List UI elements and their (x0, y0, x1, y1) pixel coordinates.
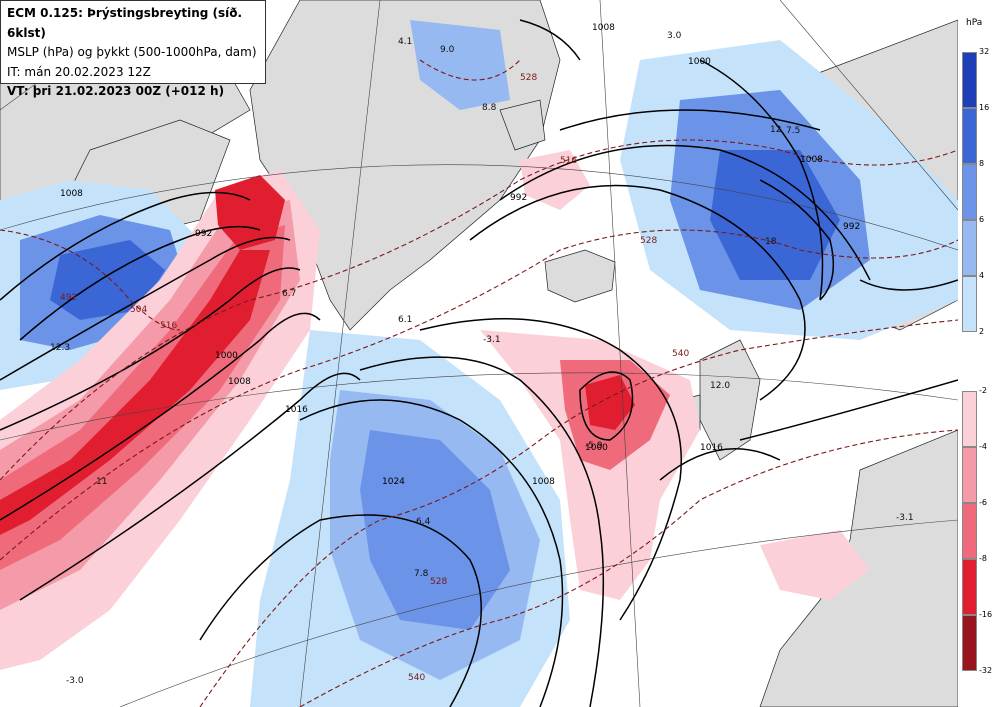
thickness-label: 540 (408, 673, 425, 683)
isobar-label: 992 (195, 229, 212, 239)
fall-south-iceland-core (585, 375, 635, 430)
tendency-label: -3.1 (896, 513, 914, 523)
pressure-fall-areas (0, 150, 870, 670)
title-box: ECM 0.125: Þrýstingsbreyting (síð. 6klst… (0, 0, 266, 98)
legend-unit: hPa (966, 18, 983, 28)
thickness-label: 492 (60, 293, 77, 303)
svalbard (499, 99, 546, 151)
legend-tick-rise: 2 (979, 327, 985, 336)
tendency-label: -3.1 (483, 335, 501, 345)
legend-tick-fall: -32 (979, 666, 993, 675)
isobar-label: 1008 (228, 377, 251, 387)
fall-svalbard (520, 150, 590, 210)
tendency-label: 7.5 (786, 126, 800, 136)
legend-tick-rise: 6 (979, 215, 985, 224)
legend-swatch-rise (962, 220, 977, 276)
tendency-labels: 4.1 9.0 8.8 12.3 6.7 6.1 -3.1 3.0 12 7.5 18 -5.9 6.4… (50, 31, 914, 686)
legend-tick-fall: -16 (979, 610, 993, 619)
tendency-label: 11 (96, 477, 107, 487)
legend-swatch-rise (962, 276, 977, 332)
tendency-label: -3.0 (66, 676, 84, 686)
tendency-label: 18 (765, 237, 777, 247)
legend-swatch-rise (962, 108, 977, 164)
legend-tick-rise: 32 (979, 47, 990, 56)
isobar-label: 1008 (592, 23, 615, 33)
tendency-label: 8.8 (482, 103, 497, 113)
tendency-label: 3.0 (667, 31, 682, 41)
tendency-label: 6.4 (416, 517, 431, 527)
thickness-label: 540 (672, 349, 689, 359)
legend-swatch-fall (962, 559, 977, 615)
isobar-label: 1008 (60, 189, 83, 199)
legend-tick-fall: -4 (979, 442, 987, 451)
legend-swatch-fall (962, 391, 977, 447)
legend-swatch-rise (962, 52, 977, 108)
rise-mid-atlantic-core (360, 430, 510, 630)
british-isles (699, 339, 761, 461)
thickness-label: 516 (560, 156, 577, 166)
iceland (544, 249, 616, 303)
isobar-label: 1008 (800, 155, 823, 165)
tendency-label: 4.1 (398, 37, 412, 47)
tendency-label: 12.3 (50, 343, 70, 353)
isobar-label: 992 (843, 222, 860, 232)
isobar-label: 1000 (688, 57, 711, 67)
thickness-label: 528 (640, 236, 657, 246)
legend-tick-fall: -8 (979, 554, 987, 563)
isobar-label: 1008 (532, 477, 555, 487)
isobar-labels: 1008 992 1000 1008 1016 1024 1008 1000 1008 992 10… (60, 23, 860, 487)
thickness-contours (0, 59, 958, 707)
tendency-label: 6.7 (282, 289, 296, 299)
tendency-label: 12.0 (710, 381, 730, 391)
thickness-label: 516 (160, 321, 177, 331)
fall-biscay (760, 530, 870, 600)
isobars (0, 19, 958, 707)
isobar-label: 1016 (700, 443, 723, 453)
tendency-label: -5.9 (585, 441, 603, 451)
tendency-label: 6.1 (398, 315, 412, 325)
legend-swatch-fall (962, 615, 977, 671)
legend-tick-rise: 16 (979, 103, 990, 112)
legend-tick-rise: 4 (979, 271, 985, 280)
isobar-label: 1024 (382, 477, 405, 487)
isobar-label: 1016 (285, 405, 308, 415)
color-legend: hPa 32 16 8 6 4 2 -2 -4 -6 -8 -16 -32 (958, 0, 1000, 707)
legend-tick-fall: -6 (979, 498, 987, 507)
rise-norway-core (710, 150, 840, 280)
title-line-3: IT: mán 20.02.2023 12Z (7, 64, 151, 79)
tendency-label: 12 (770, 125, 781, 135)
legend-tick-fall: -2 (979, 386, 987, 395)
isobar-label: 1000 (585, 443, 608, 453)
isobar-label: 1000 (215, 351, 238, 361)
pressure-rise-areas (0, 20, 958, 707)
title-line-2: MSLP (hPa) og þykkt (500-1000hPa, dam) (7, 45, 257, 59)
legend-tick-rise: 8 (979, 159, 985, 168)
isobar-label: 992 (510, 193, 527, 203)
thickness-label: 504 (130, 305, 147, 315)
thickness-label: 528 (430, 577, 447, 587)
title-line-4: VT: þri 21.02.2023 00Z (+012 h) (7, 84, 225, 98)
weather-map: 1008 992 1000 1008 1016 1024 1008 1000 1008 992 10… (0, 0, 958, 707)
legend-swatch-fall (962, 447, 977, 503)
thickness-labels: 504 492 516 528 516 528 540 528 540 (60, 73, 689, 683)
rise-greenland-north (410, 20, 510, 110)
thickness-label: 528 (520, 73, 537, 83)
tendency-label: 7.8 (414, 569, 429, 579)
legend-swatch-rise (962, 164, 977, 220)
legend-swatch-fall (962, 503, 977, 559)
title-line-1: ECM 0.125: Þrýstingsbreyting (síð. 6klst… (7, 6, 243, 40)
tendency-label: 9.0 (440, 45, 455, 55)
